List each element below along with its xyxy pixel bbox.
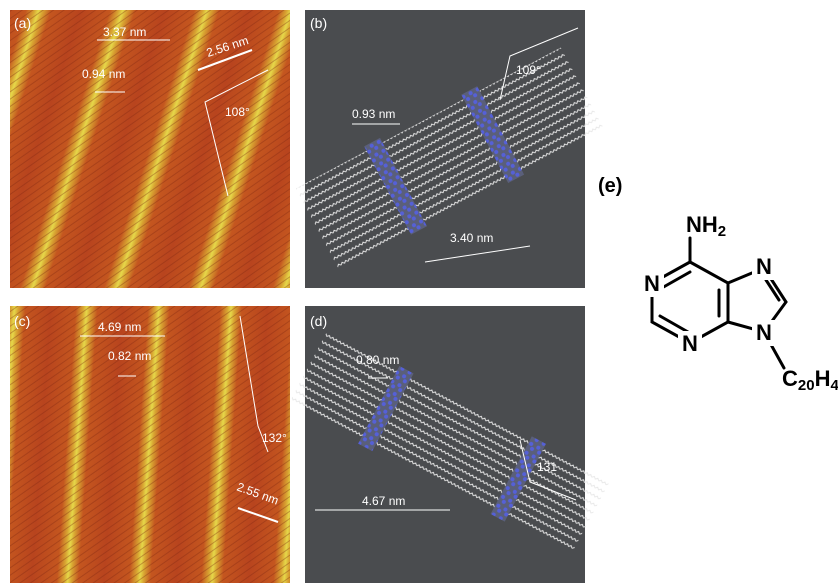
measure-line <box>197 49 253 71</box>
panel-d: (d) 0.80 nm 4.67 nm 131 <box>289 306 610 583</box>
angle-lines <box>204 69 269 197</box>
alkyl-lattice <box>289 331 610 553</box>
amine: NH2 <box>686 212 726 240</box>
structure: (e) N N N N NH2 C20H41 <box>598 175 838 394</box>
measurement: 131 <box>537 460 557 474</box>
stm-texture <box>10 10 290 288</box>
measurement: 109° <box>516 63 541 77</box>
molecular-model <box>289 331 610 553</box>
atom: N <box>682 331 698 356</box>
measurement: 0.80 nm <box>356 353 399 367</box>
molecular-model <box>295 47 603 268</box>
angle-lines <box>239 315 269 453</box>
adenine-row <box>490 436 547 522</box>
atom: N <box>756 254 772 279</box>
panel-label: (a) <box>14 15 31 31</box>
measurement: 108° <box>225 105 250 119</box>
double-bond <box>658 314 690 334</box>
measurement: 3.37 nm <box>103 25 146 39</box>
double-bond <box>764 278 781 302</box>
panel-label: (e) <box>598 175 622 197</box>
alkyl-lattice <box>295 47 603 268</box>
alkyl-chain: C20H41 <box>782 366 838 394</box>
measurement: 0.82 nm <box>108 349 151 363</box>
panel-label: (d) <box>310 313 327 329</box>
atom: N <box>644 271 660 296</box>
stm-texture <box>10 306 290 583</box>
atom-bg <box>752 320 776 346</box>
measurement: 3.40 nm <box>450 231 493 245</box>
measure-line <box>237 507 279 523</box>
angle-lines <box>499 27 579 101</box>
panel-label: (c) <box>14 313 30 329</box>
panel-b: (b) 0.93 nm 109° 3.40 nm <box>295 10 603 288</box>
panel-c: (c) 4.69 nm 0.82 nm 132° 2.55 nm <box>10 306 290 583</box>
adenine-row <box>461 86 525 184</box>
measurement: 0.93 nm <box>352 107 395 121</box>
measurement: 4.67 nm <box>362 494 405 508</box>
measure-line <box>424 245 531 263</box>
measurement: 4.69 nm <box>98 320 141 334</box>
measurement: 0.94 nm <box>82 67 125 81</box>
adenine-row <box>358 365 414 452</box>
adenine-row <box>364 137 427 235</box>
angle-lines <box>519 439 577 501</box>
atom-bg <box>752 254 776 280</box>
panel-label: (b) <box>310 15 327 31</box>
measurement: 132° <box>262 431 287 445</box>
atom-bg <box>640 271 664 297</box>
double-bond <box>658 270 692 291</box>
atom: N <box>756 320 772 345</box>
panel-a: (a) 3.37 nm 2.56 nm 0.94 nm 108° <box>10 10 290 288</box>
atom-bg <box>678 331 702 357</box>
